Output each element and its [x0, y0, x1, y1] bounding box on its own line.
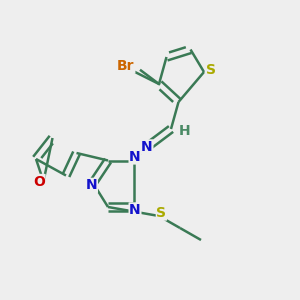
- Text: H: H: [179, 124, 190, 137]
- Text: N: N: [86, 178, 97, 192]
- Text: N: N: [129, 203, 141, 217]
- Text: S: S: [206, 63, 216, 76]
- Text: N: N: [129, 150, 141, 164]
- Text: N: N: [141, 140, 153, 154]
- Text: S: S: [156, 206, 167, 220]
- Text: Br: Br: [117, 59, 135, 73]
- Text: O: O: [33, 175, 45, 188]
